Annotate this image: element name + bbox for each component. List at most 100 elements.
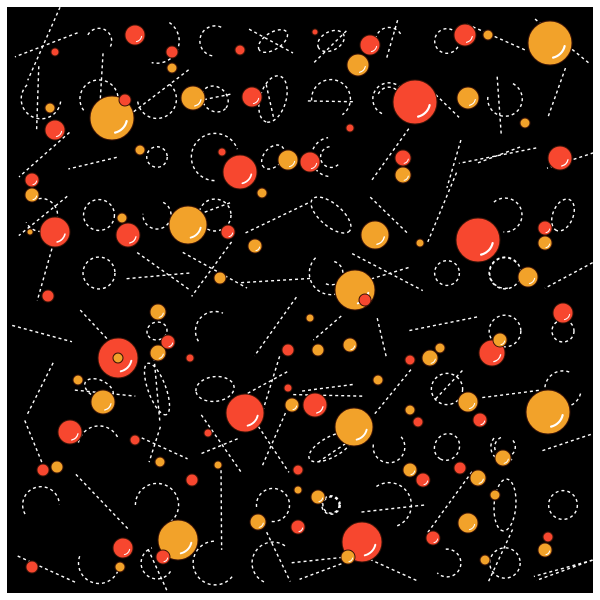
dashed-stroke [436, 548, 462, 578]
red-circle [453, 461, 467, 475]
dashed-stroke [248, 28, 294, 54]
dashed-stroke [458, 147, 537, 165]
highlight [358, 65, 366, 73]
highlight [478, 478, 484, 484]
dashed-stroke [77, 553, 119, 585]
dashed-stroke [182, 251, 248, 289]
red-circle [302, 392, 328, 418]
dashed-stroke [425, 471, 473, 536]
dashed-stroke [493, 478, 517, 532]
orange-circle [311, 343, 325, 357]
orange-circle [310, 489, 326, 505]
dashed-stroke [141, 437, 188, 460]
orange-circle [404, 404, 416, 416]
red-circle [36, 463, 50, 477]
red-circle [185, 473, 199, 487]
orange-circle [293, 485, 303, 495]
dashed-stroke [136, 83, 178, 120]
dashed-stroke [257, 28, 289, 54]
red-circle [359, 34, 381, 56]
red-circle [155, 549, 171, 565]
red-circle [425, 530, 441, 546]
red-circle [345, 123, 355, 133]
dashed-stroke [265, 84, 275, 121]
dashed-stroke [68, 156, 117, 170]
highlight [350, 345, 356, 351]
orange-circle [72, 374, 84, 386]
red-circle [217, 147, 227, 157]
dashed-stroke [36, 242, 55, 301]
highlight [423, 480, 429, 486]
dashed-stroke [75, 473, 130, 531]
highlight [493, 354, 502, 363]
red-circle [404, 354, 416, 366]
orange-circle [50, 460, 64, 474]
red-circle [394, 149, 412, 167]
highlight [252, 97, 260, 105]
dashed-stroke [191, 93, 231, 104]
highlight [241, 173, 253, 185]
dashed-stroke [541, 433, 592, 452]
dashed-stroke [35, 66, 40, 132]
dashed-stroke [321, 495, 341, 515]
red-circle [160, 334, 176, 350]
dashed-stroke [18, 131, 70, 178]
circle-layer [24, 20, 574, 574]
dashed-stroke [201, 85, 229, 113]
orange-circle [482, 29, 494, 41]
highlight [348, 557, 354, 563]
dashed-stroke [317, 29, 345, 53]
red-circle [165, 45, 179, 59]
dashed-stroke [192, 540, 233, 586]
red-circle [225, 393, 265, 433]
red-circle [290, 519, 306, 535]
highlight [561, 159, 569, 167]
highlight [563, 313, 571, 321]
dashed-stroke [20, 83, 62, 120]
orange-circle [479, 554, 491, 566]
dashed-stroke [446, 139, 462, 188]
red-circle [392, 79, 438, 125]
highlight [123, 548, 131, 556]
dashed-stroke [24, 420, 46, 470]
highlight [416, 103, 431, 118]
orange-circle [89, 95, 135, 141]
red-circle [112, 537, 134, 559]
highlight [316, 406, 324, 414]
orange-circle [154, 456, 166, 468]
dashed-stroke [147, 548, 168, 591]
dashed-stroke [124, 69, 190, 119]
dashed-stroke [313, 30, 347, 64]
orange-circle [517, 266, 539, 288]
highlight [32, 180, 38, 186]
dashed-stroke [488, 314, 522, 348]
highlight [113, 119, 128, 134]
dashed-stroke [79, 309, 109, 340]
highlight [480, 420, 486, 426]
dashed-stroke [18, 195, 68, 237]
orange-circle [24, 187, 40, 203]
red-circle [283, 383, 293, 393]
dashed-stroke [371, 128, 410, 181]
orange-circle [492, 332, 508, 348]
highlight [255, 246, 261, 252]
dashed-stroke [190, 132, 238, 182]
dashed-stroke [82, 198, 116, 232]
orange-circle [415, 238, 425, 248]
highlight [168, 342, 174, 348]
dashed-stroke [487, 83, 523, 117]
highlight [318, 497, 324, 503]
orange-circle [305, 313, 315, 323]
highlight [465, 35, 473, 43]
red-circle [203, 428, 213, 438]
orange-circle [537, 542, 553, 558]
orange-circle [277, 149, 299, 171]
dashed-stroke [385, 19, 399, 59]
dashed-stroke [547, 489, 579, 521]
highlight [71, 433, 79, 441]
orange-circle [334, 407, 374, 447]
highlight [528, 277, 536, 285]
dashed-stroke [376, 482, 413, 527]
highlight [129, 236, 137, 244]
